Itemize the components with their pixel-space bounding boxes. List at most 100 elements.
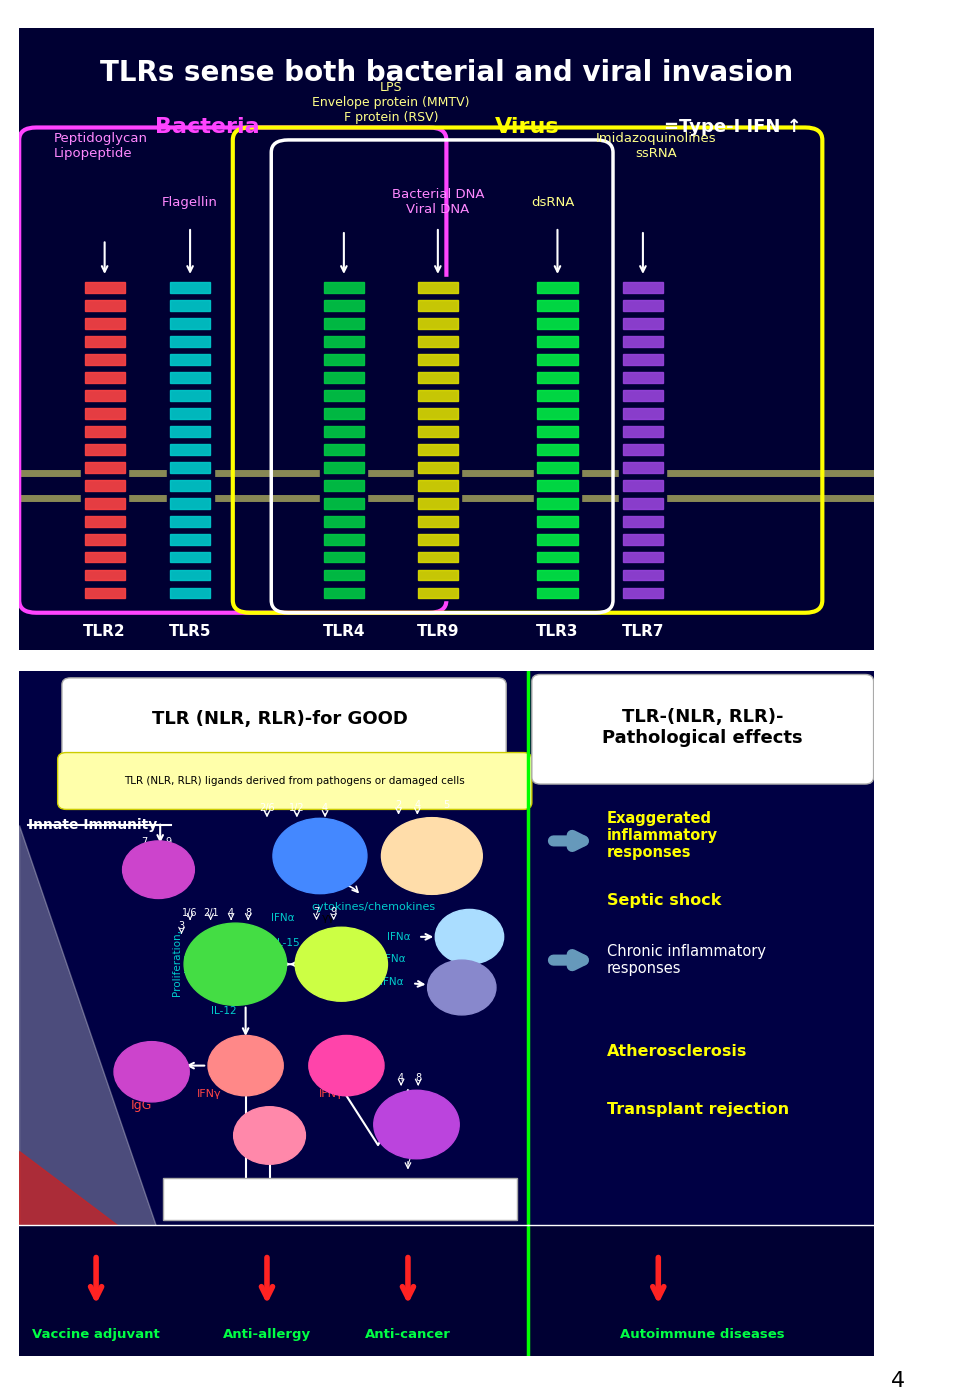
Bar (623, 534, 663, 544)
Circle shape (233, 1107, 305, 1165)
Bar (418, 569, 458, 580)
Text: pDC: pDC (328, 958, 355, 970)
Bar (538, 445, 578, 454)
Bar (82, 277, 128, 600)
Text: 3: 3 (424, 877, 431, 886)
Bar (538, 336, 578, 347)
Bar (623, 516, 663, 527)
Bar (418, 319, 458, 329)
Bar (623, 498, 663, 509)
Bar (84, 552, 125, 562)
Text: 2/6: 2/6 (259, 802, 275, 812)
Bar (623, 301, 663, 310)
Bar (623, 336, 663, 347)
Bar (170, 354, 210, 365)
Bar (84, 445, 125, 454)
Bar (167, 277, 213, 600)
Bar (538, 461, 578, 473)
Bar (623, 282, 663, 294)
Bar (324, 498, 364, 509)
Circle shape (184, 923, 287, 1005)
Bar (84, 516, 125, 527)
Text: Virus: Virus (495, 117, 560, 137)
Text: IFNα: IFNα (382, 955, 406, 965)
Circle shape (373, 1090, 459, 1159)
Text: Flagellin: Flagellin (162, 196, 218, 208)
Text: 7: 7 (313, 907, 320, 917)
Text: γB⁹: γB⁹ (148, 865, 169, 875)
Bar (170, 282, 210, 294)
Bar (534, 277, 581, 600)
Text: 7: 7 (142, 837, 148, 847)
Circle shape (273, 818, 367, 893)
Bar (418, 587, 458, 598)
Text: 4: 4 (228, 907, 234, 917)
Bar (538, 552, 578, 562)
Text: Imidazoquinolines
ssRNA: Imidazoquinolines ssRNA (595, 133, 716, 161)
Text: 1/2: 1/2 (289, 802, 304, 812)
Bar (415, 277, 462, 600)
Text: IFNα: IFNα (380, 977, 403, 987)
Bar (324, 301, 364, 310)
Text: Epithelial
cells: Epithelial cells (406, 840, 458, 861)
Text: =Type-I IFN ↑: =Type-I IFN ↑ (663, 119, 802, 137)
Bar (324, 319, 364, 329)
Text: dsRNA: dsRNA (532, 196, 575, 208)
Text: Peptidoglycan
Lipopeptide: Peptidoglycan Lipopeptide (54, 133, 148, 161)
Text: Proliferation,
IL-6: Proliferation, IL-6 (173, 928, 194, 995)
Bar (84, 408, 125, 419)
Bar (418, 390, 458, 401)
Text: IFNα: IFNα (387, 931, 410, 942)
Text: NK: NK (462, 930, 478, 944)
Text: cytokines/chemokines: cytokines/chemokines (312, 902, 436, 913)
Bar (623, 408, 663, 419)
Text: TLR4: TLR4 (323, 624, 365, 639)
Bar (418, 354, 458, 365)
Text: IL-15: IL-15 (274, 938, 300, 948)
Text: γB⁹: γB⁹ (141, 1067, 162, 1076)
Text: TLRs sense both bacterial and viral invasion: TLRs sense both bacterial and viral inva… (100, 59, 793, 87)
Bar (84, 461, 125, 473)
Bar (84, 354, 125, 365)
Bar (170, 552, 210, 562)
Bar (418, 534, 458, 544)
Bar (170, 336, 210, 347)
Text: IFNγ: IFNγ (319, 1089, 344, 1099)
Ellipse shape (381, 818, 482, 895)
Bar (538, 587, 578, 598)
Bar (324, 516, 364, 527)
Bar (538, 319, 578, 329)
Text: Bacterial DNA
Viral DNA: Bacterial DNA Viral DNA (392, 189, 484, 217)
Bar (170, 301, 210, 310)
Text: TLR (NLR, RLR) ligands derived from pathogens or damaged cells: TLR (NLR, RLR) ligands derived from path… (124, 776, 465, 786)
Bar (623, 552, 663, 562)
Text: 3: 3 (179, 921, 184, 931)
Bar (170, 569, 210, 580)
Text: Vaccine adjuvant: Vaccine adjuvant (33, 1328, 160, 1341)
Bar (170, 516, 210, 527)
Bar (538, 498, 578, 509)
Text: TLR3: TLR3 (537, 624, 579, 639)
Text: Adaptive Immunity: Adaptive Immunity (19, 1264, 168, 1278)
Bar (619, 277, 666, 600)
Bar (84, 534, 125, 544)
Bar (538, 569, 578, 580)
Text: 4: 4 (891, 1371, 904, 1391)
Text: Septic shock: Septic shock (607, 893, 721, 909)
Bar (418, 552, 458, 562)
Bar (538, 480, 578, 491)
Bar (324, 552, 364, 562)
Text: RegT: RegT (399, 1118, 433, 1131)
Bar (324, 282, 364, 294)
Bar (170, 498, 210, 509)
Bar (170, 390, 210, 401)
Bar (170, 587, 210, 598)
FancyBboxPatch shape (532, 674, 874, 784)
Bar (170, 480, 210, 491)
Bar (324, 336, 364, 347)
Bar (170, 461, 210, 473)
Text: + Antigens: + Antigens (298, 1191, 382, 1206)
Bar (170, 319, 210, 329)
Bar (418, 426, 458, 436)
Bar (324, 569, 364, 580)
